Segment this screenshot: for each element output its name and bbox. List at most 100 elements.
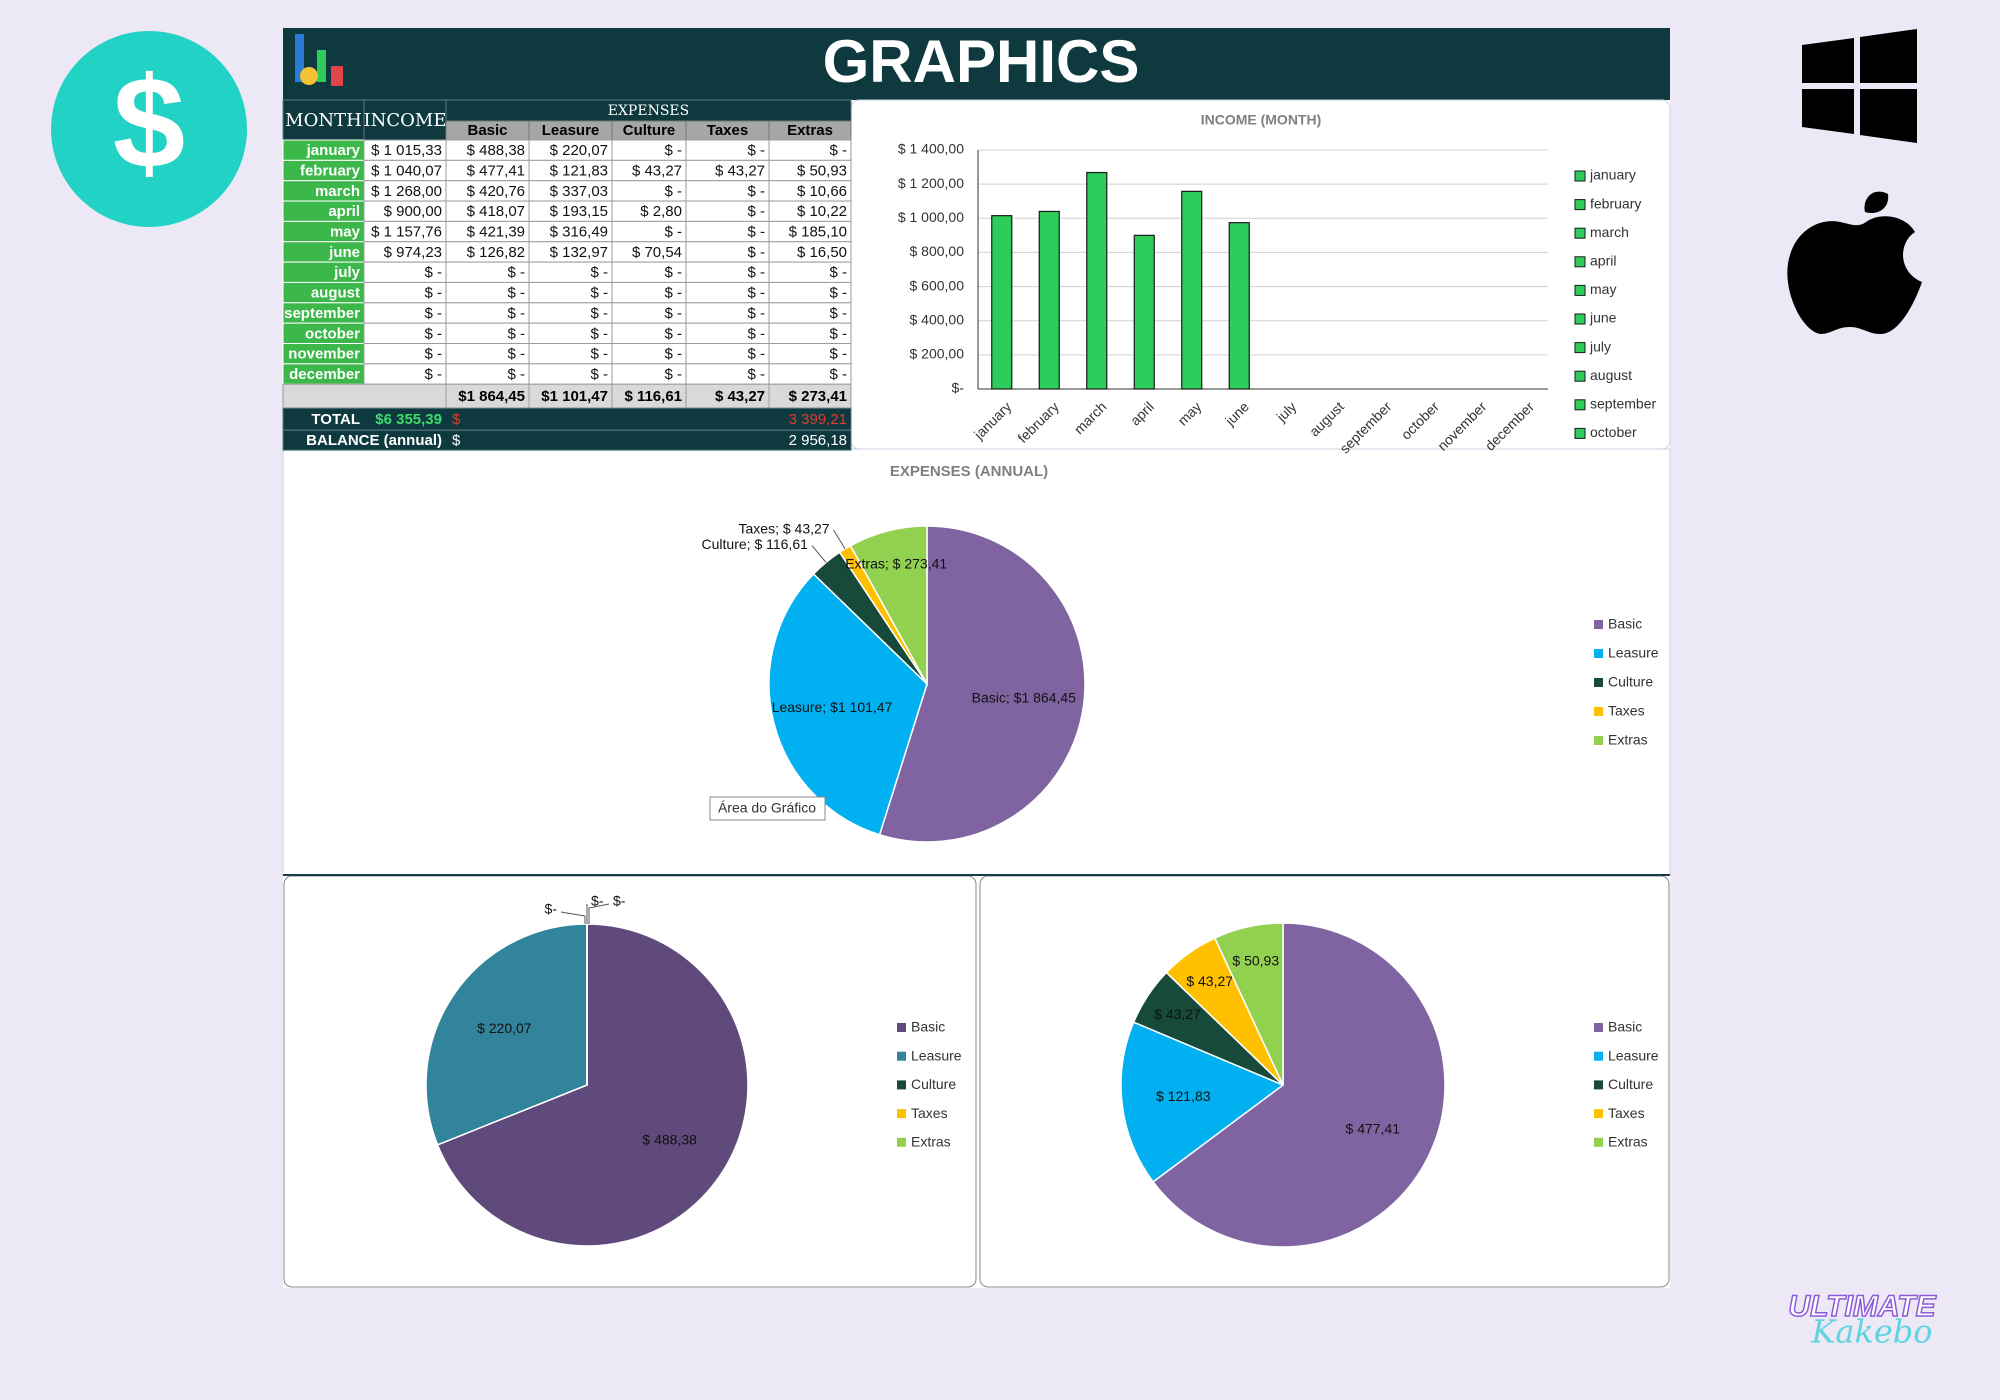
data-label: $ 43,27: [1186, 973, 1233, 989]
cell-value: $ -: [829, 346, 847, 363]
tooltip-box: [709, 796, 826, 821]
legend-swatch: [1594, 1023, 1603, 1032]
legend-label: october: [1590, 424, 1637, 440]
legend-label: Culture: [1608, 1076, 1653, 1092]
cell-value: $ -: [829, 285, 847, 302]
cell-value: $ -: [664, 366, 682, 383]
cell-value: $ -: [829, 325, 847, 342]
data-label: $ 477,41: [1346, 1121, 1401, 1137]
cell-value: $ -: [664, 285, 682, 302]
month-header: MONTH: [285, 110, 362, 131]
cell-value: $ -: [664, 325, 682, 342]
cell-value: $ -: [507, 325, 525, 342]
cell-value: $ 974,23: [384, 244, 442, 261]
cell-value: $ 420,76: [467, 183, 525, 200]
cell-value: $ -: [424, 264, 442, 281]
subtotal-value: $1 864,45: [458, 388, 525, 405]
pie-slice: [436, 923, 749, 1247]
legend-label: Leasure: [1608, 1047, 1659, 1063]
legend-swatch: [1574, 313, 1586, 325]
cell-value: $ -: [829, 366, 847, 383]
column-header: Taxes: [707, 122, 748, 139]
data-label: $-: [591, 893, 604, 909]
cell-value: $ -: [590, 346, 608, 363]
windows-icon: [1802, 29, 1917, 143]
legend-label: Taxes: [911, 1105, 948, 1121]
cell-value: $ 1 268,00: [371, 183, 442, 200]
cell-value: $ -: [507, 285, 525, 302]
cell-value: $ -: [424, 346, 442, 363]
data-label: Extras; $ 273,41: [845, 555, 947, 571]
bar: [1228, 222, 1250, 390]
y-tick-label: $-: [952, 380, 965, 396]
legend-swatch: [1574, 199, 1586, 211]
total-label: TOTAL: [311, 411, 360, 428]
column-header: Basic: [467, 122, 507, 139]
cell-value: $ -: [664, 346, 682, 363]
total-currency: $: [452, 411, 461, 428]
bar: [1181, 190, 1203, 390]
cell-value: $ 1 157,76: [371, 224, 442, 241]
cell-value: $ 10,66: [797, 183, 847, 200]
cell-value: $ -: [747, 264, 765, 281]
subtotal-value: $ 273,41: [789, 388, 847, 405]
legend-swatch: [897, 1051, 906, 1061]
page-title: GRAPHICS: [823, 28, 1140, 95]
balance-row: [282, 429, 852, 451]
cell-value: $ -: [829, 142, 847, 159]
month-label: november: [288, 346, 360, 363]
cell-value: $ -: [829, 305, 847, 322]
legend-label: Extras: [1608, 732, 1648, 748]
cell-value: $ -: [747, 244, 765, 261]
cell-value: $ 1 015,33: [371, 142, 442, 159]
cell-value: $ -: [424, 325, 442, 342]
legend-label: Culture: [911, 1076, 956, 1092]
balance-currency: $: [452, 432, 461, 449]
chart-title: INCOME (MONTH): [1201, 112, 1322, 128]
y-tick-label: $ 200,00: [910, 346, 965, 362]
legend-swatch: [897, 1137, 906, 1147]
dollar-badge: [51, 31, 247, 227]
chart-title: EXPENSES (ANNUAL): [890, 463, 1048, 480]
legend-label: april: [1590, 253, 1616, 269]
cell-value: $ 1 040,07: [371, 162, 442, 179]
y-tick-label: $ 400,00: [910, 311, 965, 327]
pie-slice: [1213, 922, 1284, 1086]
cell-value: $ -: [507, 346, 525, 363]
cell-value: $ -: [590, 264, 608, 281]
month-label: july: [333, 264, 360, 281]
legend-swatch: [1594, 707, 1603, 716]
legend: january february march april may june july augu…: [1574, 167, 1656, 440]
month-label: june: [328, 244, 360, 261]
cell-value: $ -: [747, 346, 765, 363]
cell-value: $ 421,39: [467, 224, 525, 241]
subtotal-cell: [768, 383, 852, 409]
pie-slice: [849, 525, 928, 687]
legend-swatch: [1574, 427, 1586, 439]
legend-label: Taxes: [1608, 1105, 1645, 1121]
legend-label: Basic: [1608, 616, 1642, 632]
data-label: $ 488,38: [642, 1132, 697, 1148]
cell-value: $ -: [590, 305, 608, 322]
cell-value: $ 220,07: [550, 142, 608, 159]
leader-line: [560, 911, 586, 924]
cell-value: $ 488,38: [467, 142, 525, 159]
legend-label: july: [1589, 338, 1611, 354]
y-tick-label: $ 1 200,00: [898, 175, 964, 191]
cell-value: $ -: [590, 366, 608, 383]
cell-value: $ -: [664, 224, 682, 241]
tooltip-text: Área do Gráfico: [718, 800, 816, 816]
cell-value: $ -: [747, 305, 765, 322]
data-label: $-: [613, 893, 626, 909]
legend-label: Basic: [911, 1019, 945, 1035]
subtotal-blank: [282, 383, 447, 409]
legend-swatch: [1574, 399, 1586, 411]
cell-value: $ -: [747, 203, 765, 220]
legend-swatch: [1594, 1051, 1603, 1061]
legend-label: Extras: [911, 1134, 951, 1150]
legend-label: may: [1590, 281, 1616, 297]
legend-swatch: [1574, 370, 1586, 382]
header-icon: [295, 34, 343, 86]
cell-value: $ 50,93: [797, 162, 847, 179]
cell-value: $ 16,50: [797, 244, 847, 261]
